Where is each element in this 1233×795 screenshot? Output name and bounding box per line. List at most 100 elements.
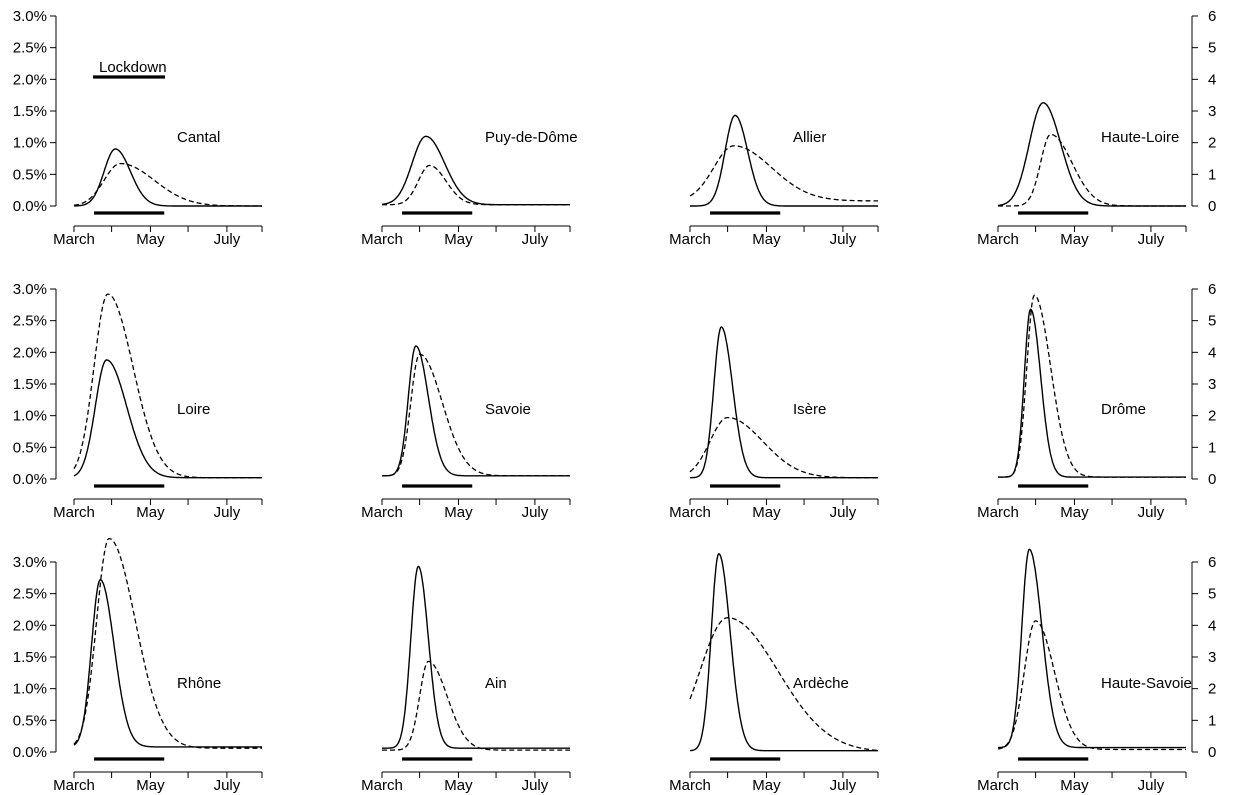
x-tick-label: July	[214, 504, 241, 521]
panel-cantal: March May July Cantal	[53, 129, 263, 248]
panel-title: Allier	[793, 129, 826, 146]
left-tick-label: 2.0%	[13, 617, 47, 634]
series-solid	[382, 345, 570, 477]
series-dashed	[689, 145, 878, 202]
right-tick-label: 4	[1208, 71, 1216, 88]
left-tick-label: 2.5%	[13, 313, 47, 330]
x-tick-label: May	[1060, 504, 1089, 521]
panel-haute-loire: March May July Haute-Loire	[977, 102, 1187, 248]
series-dashed	[998, 294, 1186, 478]
x-tick-label: July	[830, 231, 857, 248]
series-solid	[382, 565, 570, 749]
panel-ard-che: March May July Ardèche	[669, 552, 879, 794]
panel-title: Haute-Loire	[1101, 129, 1179, 146]
x-tick-label: March	[53, 504, 95, 521]
x-tick-label: March	[53, 231, 95, 248]
right-axes: 0 1 2 3 4 5 6 0 1 2 3 4 5 6 0 1 2 3 4 5 6	[1191, 8, 1216, 761]
panel-title: Haute-Savoie	[1101, 675, 1192, 692]
series-solid	[74, 148, 262, 207]
left-tick-label: 3.0%	[13, 8, 47, 25]
left-tick-label: 1.0%	[13, 681, 47, 698]
panel-title: Ardèche	[793, 675, 849, 692]
series-solid	[381, 135, 570, 206]
left-tick-label: 1.5%	[13, 649, 47, 666]
x-tick-label: May	[752, 231, 781, 248]
x-tick-label: May	[136, 777, 165, 794]
x-tick-label: March	[977, 504, 1019, 521]
x-tick-label: March	[53, 777, 95, 794]
left-tick-label: 1.0%	[13, 408, 47, 425]
right-tick-label: 2	[1208, 681, 1216, 698]
x-tick-label: July	[522, 231, 549, 248]
left-axes: 0.0% 0.5% 1.0% 1.5% 2.0% 2.5% 3.0% 0.0% 0.5% 1.0%…	[13, 8, 57, 761]
panel-title: Drôme	[1101, 401, 1146, 418]
series-dashed	[689, 416, 878, 479]
legend: Lockdown	[93, 59, 167, 79]
left-tick-label: 2.0%	[13, 344, 47, 361]
x-tick-label: May	[444, 504, 473, 521]
right-tick-label: 6	[1208, 281, 1216, 298]
left-tick-label: 0.5%	[13, 712, 47, 729]
x-tick-label: May	[136, 231, 165, 248]
panel-title: Isère	[793, 401, 826, 418]
series-solid	[690, 326, 878, 479]
x-tick-label: July	[1138, 231, 1165, 248]
x-tick-label: May	[1060, 231, 1089, 248]
right-tick-label: 3	[1208, 649, 1216, 666]
x-tick-label: May	[752, 777, 781, 794]
left-tick-label: 0.0%	[13, 744, 47, 761]
panel-allier: March May July Allier	[669, 114, 879, 248]
series-dashed	[73, 162, 262, 207]
panel-title: Ain	[485, 675, 507, 692]
right-tick-label: 1	[1208, 712, 1216, 729]
left-tick-label: 1.5%	[13, 103, 47, 120]
panel-rh-ne: March May July Rhône	[53, 537, 263, 794]
panel-dr-me: March May July Drôme	[977, 294, 1187, 521]
panel-loire: March May July Loire	[53, 293, 263, 521]
right-tick-label: 5	[1208, 40, 1216, 57]
right-tick-label: 0	[1208, 198, 1216, 215]
x-tick-label: March	[361, 777, 403, 794]
panel-haute-savoie: March May July Haute-Savoie	[977, 548, 1192, 794]
series-dashed	[689, 617, 878, 752]
x-tick-label: May	[752, 504, 781, 521]
x-tick-label: March	[361, 231, 403, 248]
series-solid	[690, 552, 878, 752]
right-tick-label: 6	[1208, 554, 1216, 571]
left-tick-label: 0.5%	[13, 439, 47, 456]
x-tick-label: March	[977, 777, 1019, 794]
x-tick-label: July	[830, 504, 857, 521]
x-tick-label: March	[977, 231, 1019, 248]
right-tick-label: 3	[1208, 103, 1216, 120]
right-tick-label: 2	[1208, 408, 1216, 425]
right-tick-label: 4	[1208, 617, 1216, 634]
series-solid	[998, 308, 1186, 478]
panel-puy-de-d-me: March May July Puy-de-Dôme	[361, 129, 577, 248]
right-tick-label: 6	[1208, 8, 1216, 25]
left-tick-label: 1.5%	[13, 376, 47, 393]
left-tick-label: 0.5%	[13, 166, 47, 183]
x-tick-label: May	[444, 777, 473, 794]
right-tick-label: 4	[1208, 344, 1216, 361]
right-tick-label: 2	[1208, 135, 1216, 152]
left-tick-label: 0.0%	[13, 471, 47, 488]
right-tick-label: 5	[1208, 313, 1216, 330]
series-dashed	[382, 164, 570, 206]
panel-title: Savoie	[485, 401, 531, 418]
x-tick-label: March	[361, 504, 403, 521]
panel-title: Puy-de-Dôme	[485, 129, 578, 146]
x-tick-label: May	[444, 231, 473, 248]
x-tick-label: March	[669, 504, 711, 521]
panel-title: Loire	[177, 401, 210, 418]
panel-title: Rhône	[177, 675, 221, 692]
right-tick-label: 3	[1208, 376, 1216, 393]
series-solid	[998, 548, 1186, 749]
right-tick-label: 1	[1208, 439, 1216, 456]
left-tick-label: 3.0%	[13, 554, 47, 571]
series-solid	[997, 102, 1186, 207]
panel-title: Cantal	[177, 129, 220, 146]
right-tick-label: 0	[1208, 744, 1216, 761]
left-tick-label: 2.5%	[13, 586, 47, 603]
series-solid	[73, 578, 262, 748]
